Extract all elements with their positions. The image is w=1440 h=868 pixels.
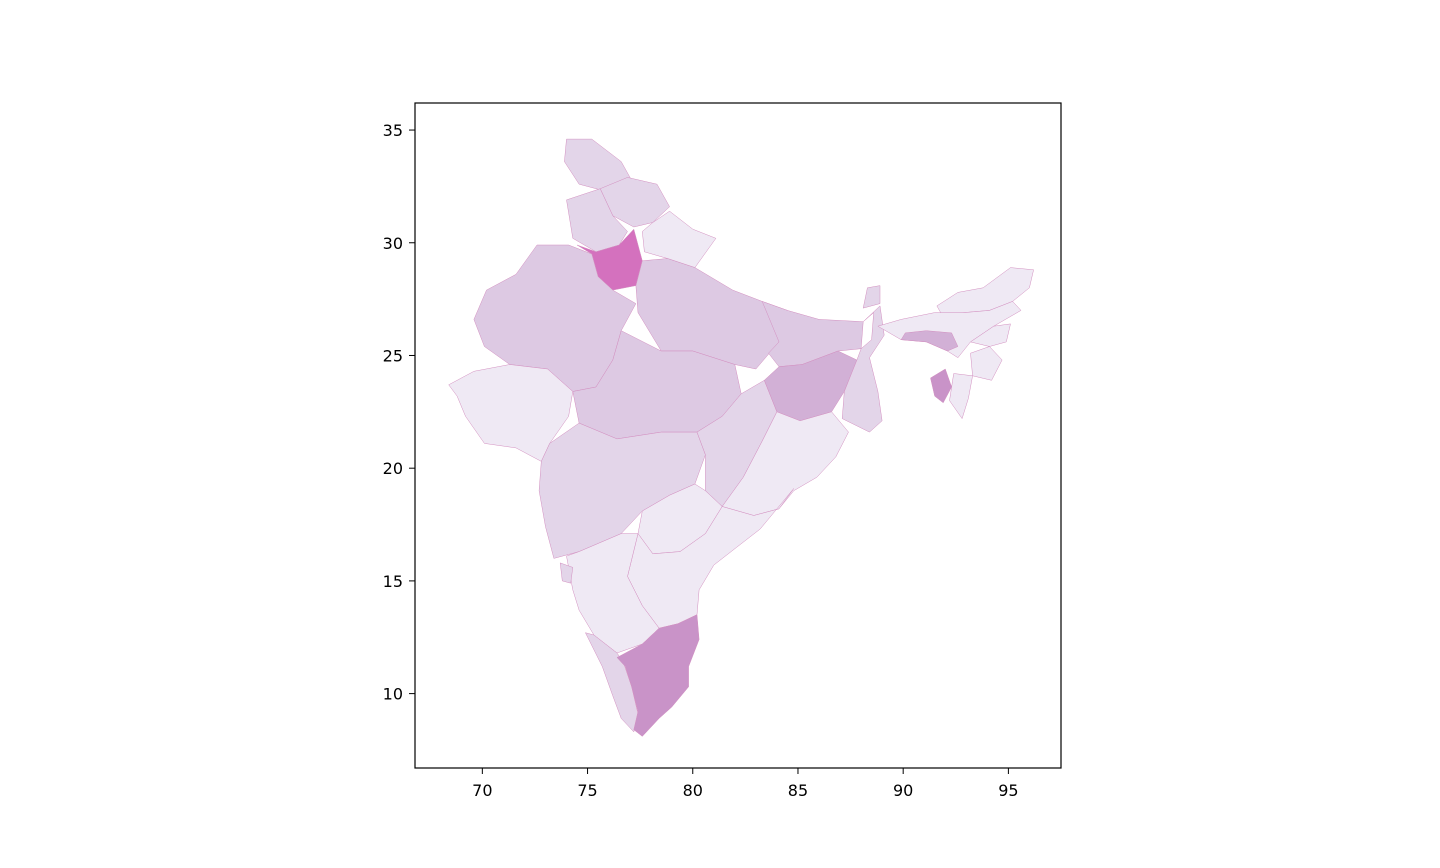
y-tick-label: 15 (383, 572, 403, 591)
x-tick-label: 90 (893, 781, 913, 800)
x-tick-label: 70 (472, 781, 492, 800)
x-tick-label: 75 (577, 781, 597, 800)
region-goa (559, 562, 574, 584)
x-tick-label: 95 (998, 781, 1018, 800)
region-mizoram (949, 373, 973, 419)
axes-frame (414, 102, 1062, 769)
x-axis: 70 75 80 85 90 95 (472, 768, 1019, 800)
y-tick-label: 20 (383, 459, 403, 478)
region-sikkim (862, 285, 881, 309)
y-tick-label: 10 (383, 685, 403, 704)
region-nagaland (970, 323, 1011, 347)
x-tick-label: 80 (683, 781, 703, 800)
region-tamil-nadu (616, 614, 700, 737)
region-punjab (566, 188, 628, 253)
y-axis: 10 15 20 25 30 35 (383, 121, 415, 704)
region-meghalaya (900, 330, 959, 352)
x-tick-label: 85 (788, 781, 808, 800)
region-himachal-pradesh (599, 177, 670, 228)
region-tripura (930, 368, 952, 404)
y-tick-label: 35 (383, 121, 403, 140)
region-manipur (970, 346, 1003, 381)
region-west-bengal (841, 305, 885, 433)
y-tick-label: 30 (383, 234, 403, 253)
regions-layer (448, 138, 1034, 737)
region-uttarakhand (642, 210, 717, 268)
y-tick-label: 25 (383, 346, 403, 365)
